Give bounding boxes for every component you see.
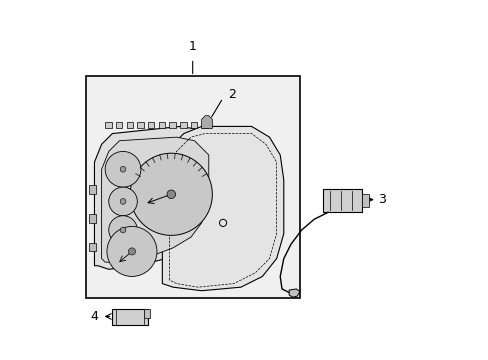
Bar xyxy=(126,122,133,128)
Polygon shape xyxy=(288,289,299,297)
Bar xyxy=(190,122,197,128)
Bar xyxy=(201,122,207,128)
Text: 3: 3 xyxy=(378,193,386,206)
Circle shape xyxy=(120,227,125,233)
Bar xyxy=(323,189,362,212)
Polygon shape xyxy=(94,126,219,269)
Bar xyxy=(116,122,122,128)
Circle shape xyxy=(108,216,137,244)
Polygon shape xyxy=(162,126,283,291)
Text: 1: 1 xyxy=(188,40,196,53)
Circle shape xyxy=(166,190,175,199)
Circle shape xyxy=(128,248,135,255)
Bar xyxy=(89,214,95,223)
Circle shape xyxy=(120,199,125,204)
Polygon shape xyxy=(201,116,212,129)
Bar xyxy=(89,243,95,251)
Text: 2: 2 xyxy=(228,89,236,102)
Circle shape xyxy=(107,226,157,276)
Text: 4: 4 xyxy=(90,310,98,323)
Bar xyxy=(148,122,154,128)
Polygon shape xyxy=(102,137,208,262)
Bar xyxy=(180,122,186,128)
Bar xyxy=(144,309,149,318)
Circle shape xyxy=(130,153,212,235)
Bar xyxy=(159,122,165,128)
Bar xyxy=(89,185,95,194)
Bar xyxy=(169,122,176,128)
Bar xyxy=(105,122,111,128)
Circle shape xyxy=(120,166,125,172)
Circle shape xyxy=(105,152,141,187)
Circle shape xyxy=(108,187,137,216)
Bar xyxy=(85,76,299,298)
Bar xyxy=(362,194,368,207)
Bar xyxy=(112,309,148,325)
Bar xyxy=(137,122,143,128)
